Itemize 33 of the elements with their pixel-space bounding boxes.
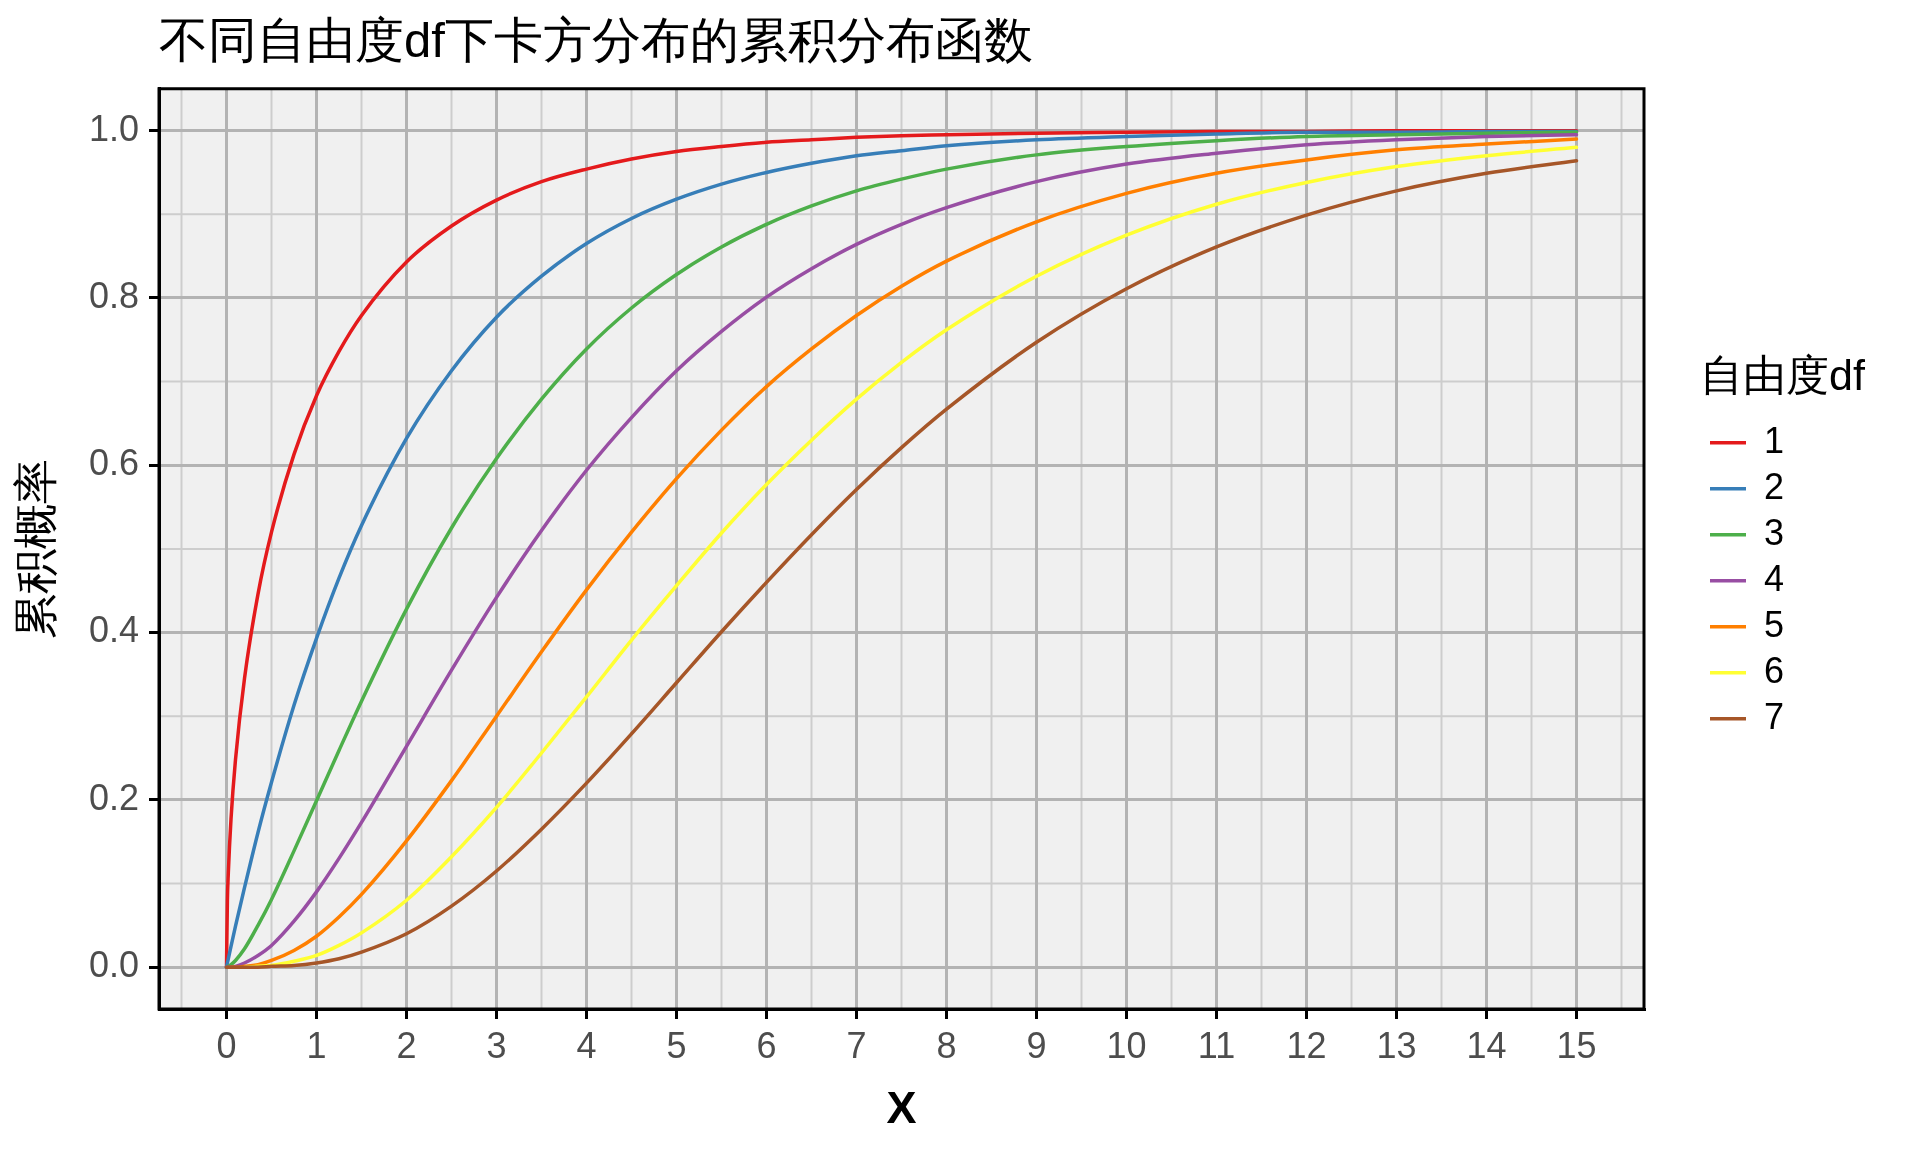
x-tick-label: 6 xyxy=(756,1024,777,1066)
y-tick-label: 0.8 xyxy=(88,274,139,316)
legend-label: 6 xyxy=(1764,649,1785,691)
y-tick-label: 0.2 xyxy=(88,776,139,818)
y-tick-label: 0.6 xyxy=(88,442,139,484)
x-tick-label: 0 xyxy=(216,1024,237,1066)
x-tick-label: 11 xyxy=(1197,1024,1236,1066)
y-tick-label: 0.4 xyxy=(88,609,139,651)
legend-label: 7 xyxy=(1764,695,1785,737)
legend-label: 2 xyxy=(1764,465,1785,507)
legend-title: 自由度df xyxy=(1700,351,1866,400)
x-tick-label: 3 xyxy=(486,1024,507,1066)
x-tick-label: 15 xyxy=(1556,1024,1597,1066)
legend-label: 3 xyxy=(1764,511,1785,553)
x-tick-label: 7 xyxy=(846,1024,867,1066)
y-axis-title: 累积概率 xyxy=(10,458,62,639)
x-tick-label: 12 xyxy=(1286,1024,1327,1066)
chart-title: 不同自由度df下卡方分布的累积分布函数 xyxy=(159,12,1033,67)
legend-label: 4 xyxy=(1764,557,1785,599)
y-tick-label: 0.0 xyxy=(88,944,139,986)
y-tick-label: 1.0 xyxy=(88,107,139,149)
x-tick-label: 9 xyxy=(1026,1024,1047,1066)
x-tick-label: 8 xyxy=(936,1024,957,1066)
x-tick-label: 1 xyxy=(306,1024,327,1066)
x-tick-label: 10 xyxy=(1106,1024,1147,1066)
x-tick-label: 5 xyxy=(666,1024,687,1066)
x-tick-label: 2 xyxy=(396,1024,417,1066)
x-tick-label: 13 xyxy=(1376,1024,1417,1066)
legend-label: 5 xyxy=(1764,603,1785,645)
legend-label: 1 xyxy=(1764,419,1785,461)
x-tick-label: 14 xyxy=(1466,1024,1507,1066)
x-axis-title: X xyxy=(886,1082,917,1134)
x-tick-label: 4 xyxy=(576,1024,597,1066)
